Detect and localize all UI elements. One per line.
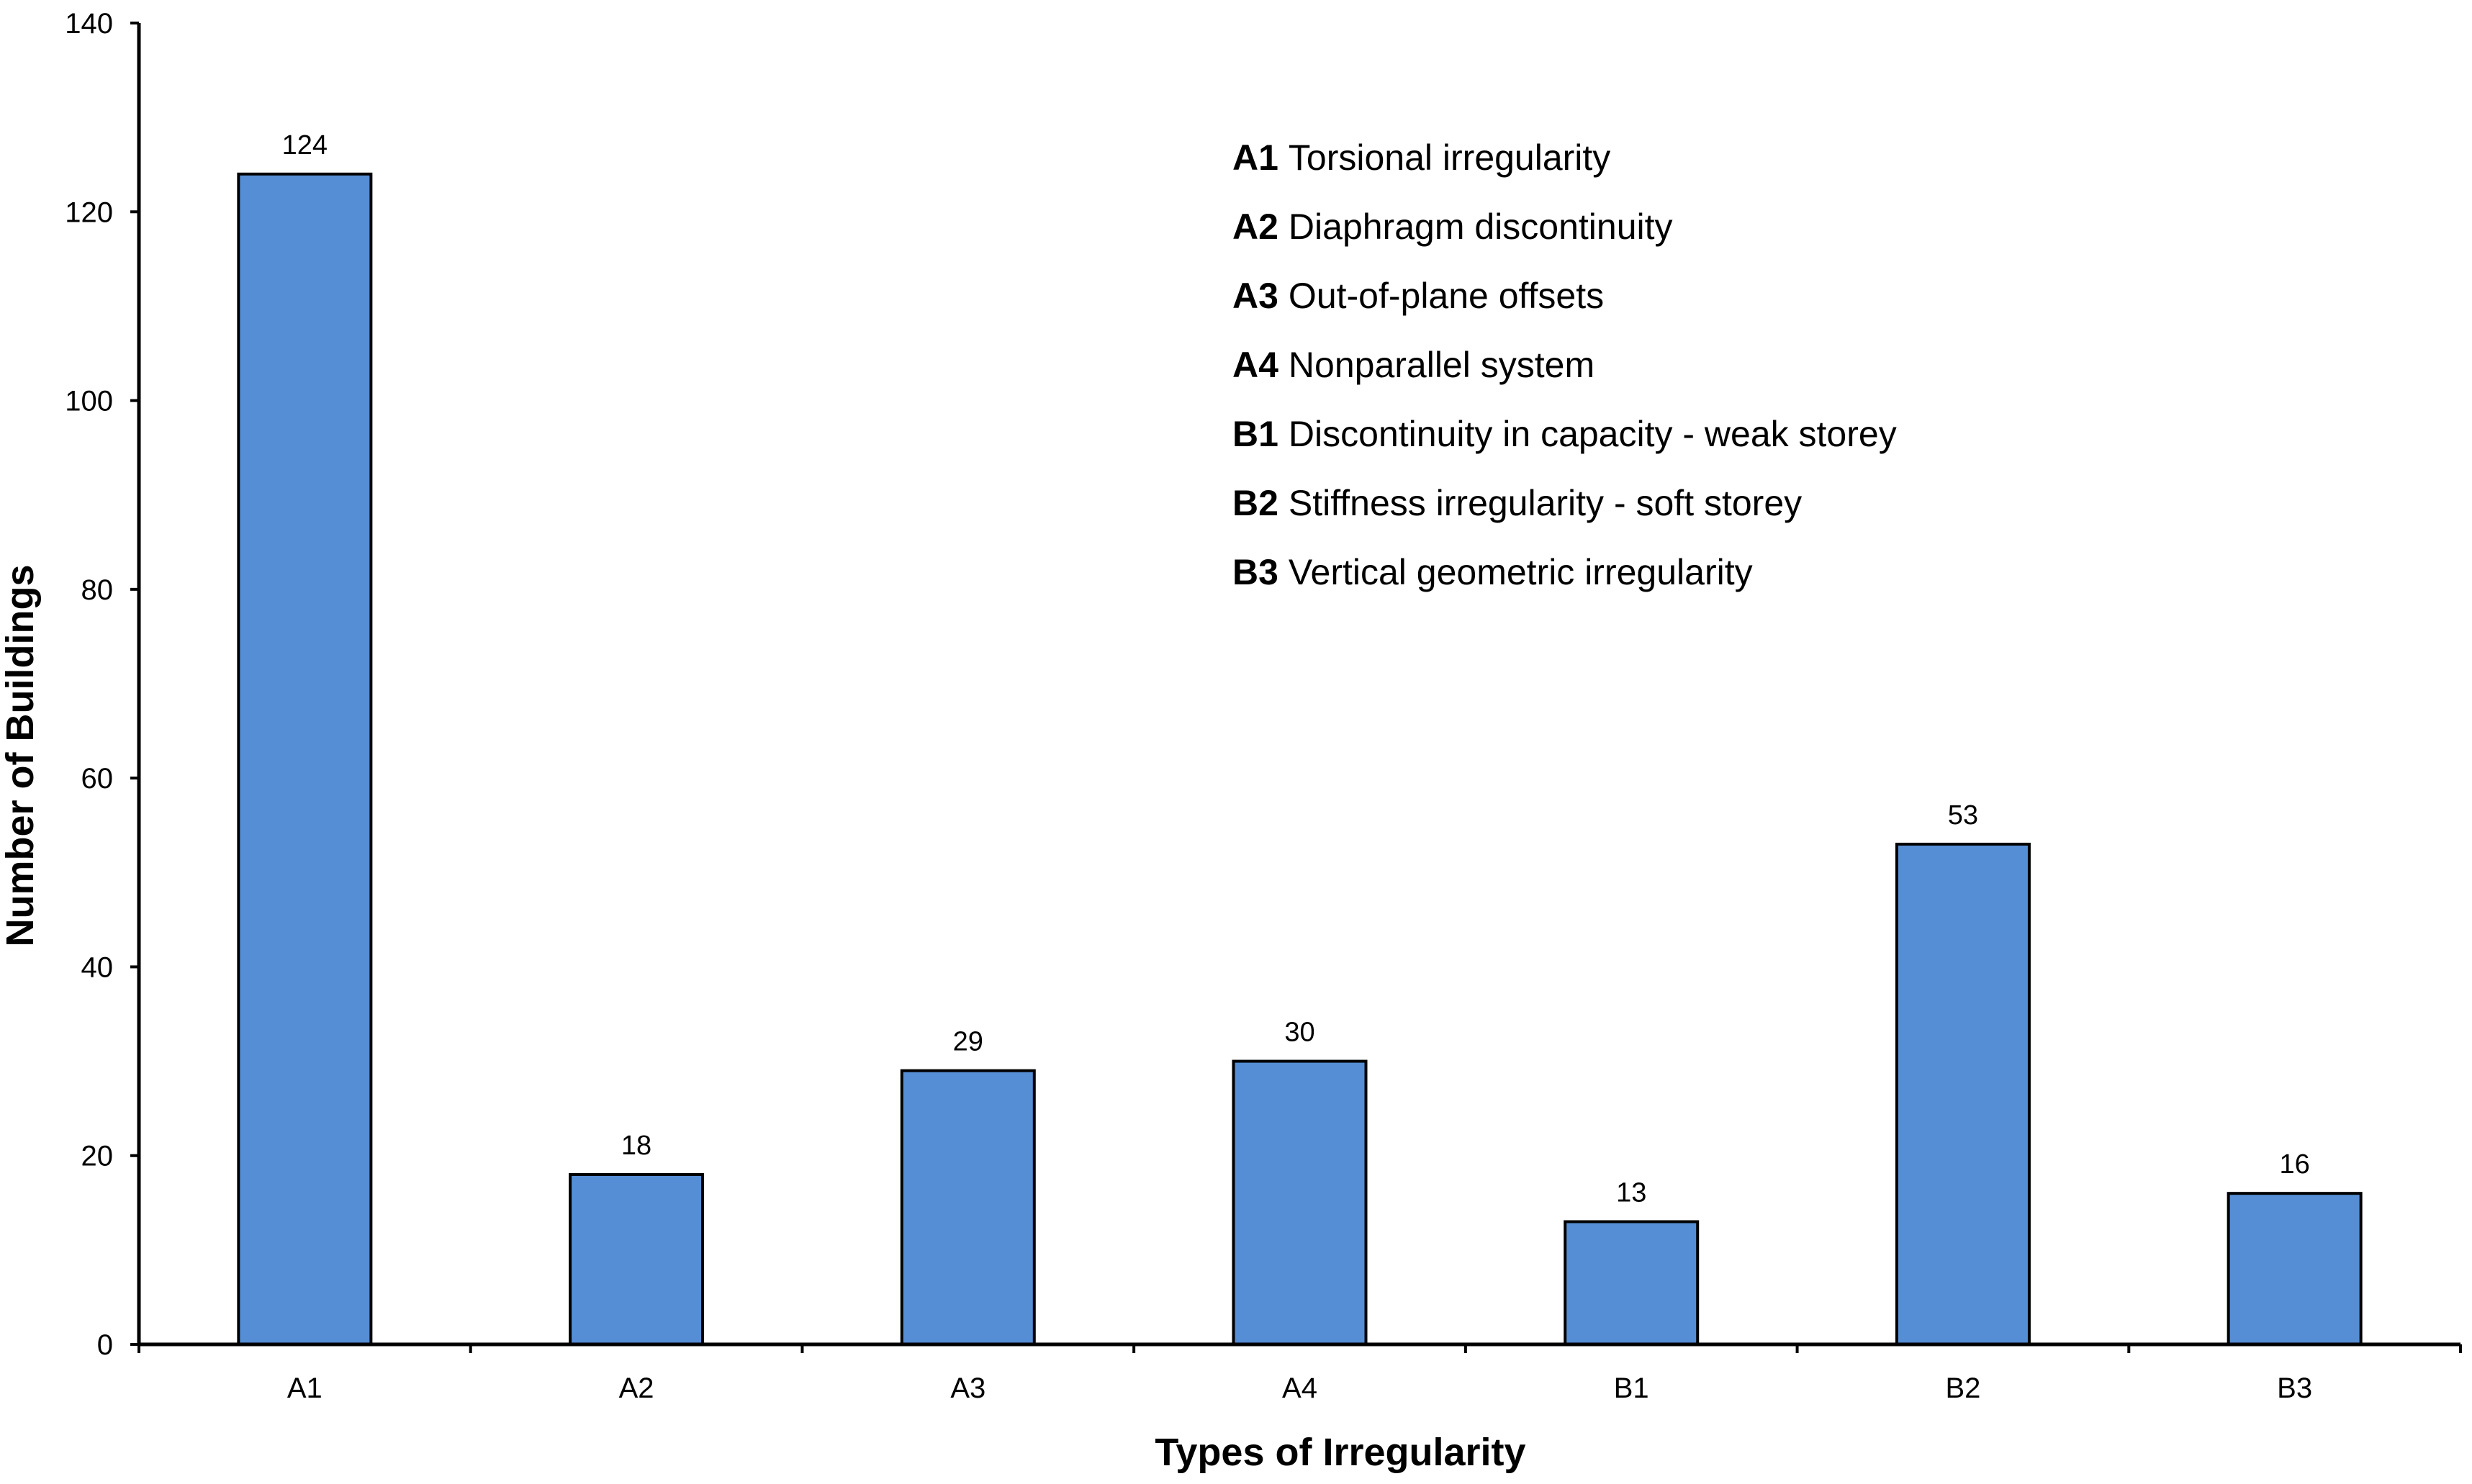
bar-a4 [1232, 1059, 1368, 1346]
bar-b3 [2227, 1192, 2363, 1346]
data-labels-layer: 124 18 29 30 13 53 16 [282, 130, 2310, 1208]
y-tick-label-0: 0 [97, 1329, 113, 1361]
x-tick-label-a2: A2 [619, 1372, 654, 1404]
bar-a1 [237, 172, 373, 1346]
legend-entry-a3: A3 Out-of-plane offsets [1232, 276, 1604, 316]
legend-description: Out-of-plane offsets [1289, 276, 1604, 316]
legend-description: Torsional irregularity [1289, 137, 1610, 178]
y-tick-label-140: 140 [65, 8, 113, 40]
y-tick-label-60: 60 [81, 763, 114, 795]
legend-description: Discontinuity in capacity - weak storey [1289, 414, 1897, 454]
x-axis-title: Types of Irregularity [1155, 1431, 1525, 1474]
x-tick-label-a1: A1 [287, 1372, 322, 1404]
bar-b1 [1564, 1220, 1700, 1346]
legend-code: A1 [1232, 137, 1278, 178]
y-tick-label-80: 80 [81, 574, 114, 606]
y-axis-title: Number of Buildings [0, 565, 42, 947]
legend-description: Vertical geometric irregularity [1289, 552, 1753, 592]
ticks-layer: A1 A2 A3 A4 B1 B2 B3 0 20 40 60 80 100 120 140 [65, 8, 2462, 1404]
legend-code: A4 [1232, 345, 1278, 385]
legend-description: Stiffness irregularity - soft storey [1289, 483, 1802, 523]
data-label-b2: 53 [1948, 800, 1978, 831]
legend-entry-b3: B3 Vertical geometric irregularity [1232, 552, 1753, 592]
data-label-b1: 13 [1616, 1178, 1646, 1208]
bar-a2 [569, 1172, 705, 1347]
legend-entry-a1: A1 Torsional irregularity [1232, 137, 1610, 178]
x-tick-label-a3: A3 [950, 1372, 985, 1404]
y-tick-label-120: 120 [65, 196, 113, 228]
data-label-a3: 29 [953, 1027, 983, 1057]
legend-code: A2 [1232, 207, 1278, 247]
data-label-a2: 18 [621, 1131, 651, 1161]
legend-code: A3 [1232, 276, 1278, 316]
legend-description: Nonparallel system [1289, 345, 1594, 385]
x-tick-label-b2: B2 [1945, 1372, 1980, 1404]
legend-code: B1 [1232, 414, 1278, 454]
legend-entry-b1: B1 Discontinuity in capacity - weak store… [1232, 414, 1897, 454]
y-tick-label-100: 100 [65, 386, 113, 417]
x-tick-label-b3: B3 [2277, 1372, 2312, 1404]
legend: A1 Torsional irregularity A2 Diaphragm disc… [1232, 137, 1897, 592]
x-tick-label-b1: B1 [1614, 1372, 1649, 1404]
bar-b2 [1895, 842, 2031, 1346]
legend-entry-a4: A4 Nonparallel system [1232, 345, 1594, 385]
legend-description: Diaphragm discontinuity [1289, 207, 1673, 247]
legend-code: B3 [1232, 552, 1278, 592]
axes-layer [137, 23, 2460, 1347]
x-tick-label-a4: A4 [1282, 1372, 1317, 1404]
bars-layer [237, 172, 2363, 1347]
y-tick-label-40: 40 [81, 951, 114, 983]
data-label-a1: 124 [282, 130, 328, 160]
legend-entry-b2: B2 Stiffness irregularity - soft storey [1232, 483, 1802, 523]
data-label-a4: 30 [1284, 1018, 1314, 1048]
legend-entry-a2: A2 Diaphragm discontinuity [1232, 207, 1673, 247]
legend-code: B2 [1232, 483, 1278, 523]
y-tick-label-20: 20 [81, 1141, 114, 1172]
data-label-b3: 16 [2280, 1149, 2310, 1180]
bar-a3 [900, 1069, 1036, 1346]
